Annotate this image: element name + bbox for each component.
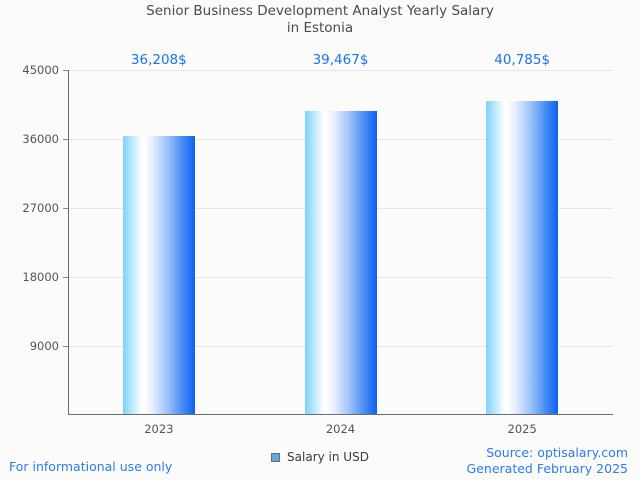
- informational-use-note: For informational use only: [9, 459, 173, 474]
- y-tick-mark: [63, 346, 68, 347]
- plot-area: 9000 18000 27000 36000 45000 2023 2024 2025: [22, 63, 613, 436]
- y-axis-line: [68, 70, 69, 415]
- bar-value-label: 40,785$: [494, 52, 551, 68]
- x-axis-tick-label: 2025: [507, 422, 537, 436]
- chart-title: Senior Business Development Analyst Year…: [0, 3, 640, 37]
- chart-title-line-2: in Estonia: [286, 20, 354, 36]
- square-swatch-icon: [271, 452, 281, 462]
- bar-2024[interactable]: [304, 111, 377, 414]
- x-axis-tick-label: 2023: [144, 422, 174, 436]
- y-tick-mark: [63, 70, 68, 71]
- y-axis-tick-label: 27000: [22, 201, 59, 215]
- y-tick-mark: [63, 139, 68, 140]
- chart-legend: Salary in USD: [0, 450, 640, 464]
- y-axis-tick-label: 36000: [22, 132, 59, 146]
- y-tick-mark: [63, 277, 68, 278]
- bar-2025[interactable]: [486, 101, 559, 414]
- x-axis-tick-label: 2024: [325, 422, 356, 436]
- source-attribution: Source: optisalary.com Generated Februar…: [467, 445, 628, 477]
- y-tick-mark: [63, 208, 68, 209]
- bar-value-label: 39,467$: [312, 52, 369, 68]
- y-axis-tick-label: 9000: [29, 339, 59, 353]
- chart-title-line-1: Senior Business Development Analyst Year…: [146, 3, 494, 19]
- legend-item-label: Salary in USD: [287, 450, 369, 464]
- source-line: Source: optisalary.com: [486, 445, 628, 460]
- gridline: [69, 70, 613, 71]
- generated-line: Generated February 2025: [466, 461, 628, 476]
- y-axis-tick-label: 45000: [22, 63, 59, 77]
- bar-2023[interactable]: [122, 136, 195, 414]
- bar-value-label: 36,208$: [130, 52, 187, 68]
- y-axis-tick-label: 18000: [22, 270, 59, 284]
- x-axis-line: [68, 414, 613, 415]
